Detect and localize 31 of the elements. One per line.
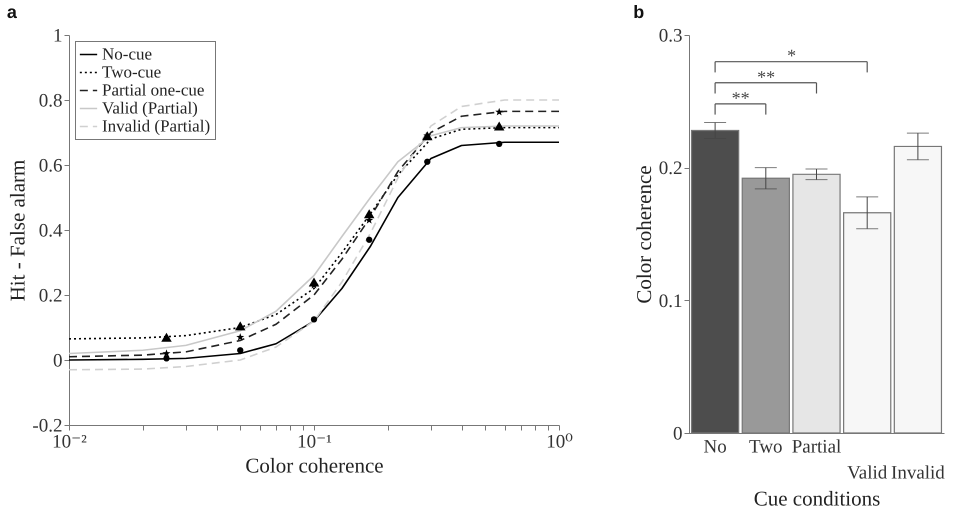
y-axis-title: Hit - False alarm [5,160,30,302]
legend-label: Two-cue [102,62,162,82]
annotation: ** [757,66,776,87]
x-tick-label: 10⁰ [546,432,574,452]
x-tick-label: 10⁻¹ [297,432,332,452]
x-tick-label: Two [749,436,783,458]
y-axis-title: Color coherence [632,165,656,304]
x-tick-label: Partial [792,436,842,458]
annotation: ** [732,88,750,108]
y-tick-label: 0.6 [38,156,62,176]
legend-label: Invalid (Partial) [102,116,210,136]
y-tick-label: 0.8 [38,90,62,112]
x-axis-title: Cue conditions [754,486,880,510]
x-tick-label: Valid [847,462,888,484]
annotation: * [787,46,796,66]
y-tick-label: 0.4 [38,220,63,242]
chart-title: b [633,2,644,22]
y-tick-label: 0.2 [658,158,682,180]
x-tick-label: Invalid [890,462,946,484]
legend-label: Valid (Partial) [102,98,198,118]
chart-title: a [6,2,18,22]
y-tick-label: 1 [53,26,62,46]
y-tick-label: 0.1 [658,290,682,312]
y-tick-label: 0 [53,350,62,372]
y-tick-label: 0.2 [38,286,62,306]
legend-label: Partial one-cue [102,80,204,100]
x-tick-label: No [703,436,727,458]
legend-label: No-cue [102,44,152,64]
y-tick-label: 0.3 [658,26,682,46]
y-tick-label: 0 [673,424,682,444]
x-axis-title: Color coherence [245,454,384,478]
